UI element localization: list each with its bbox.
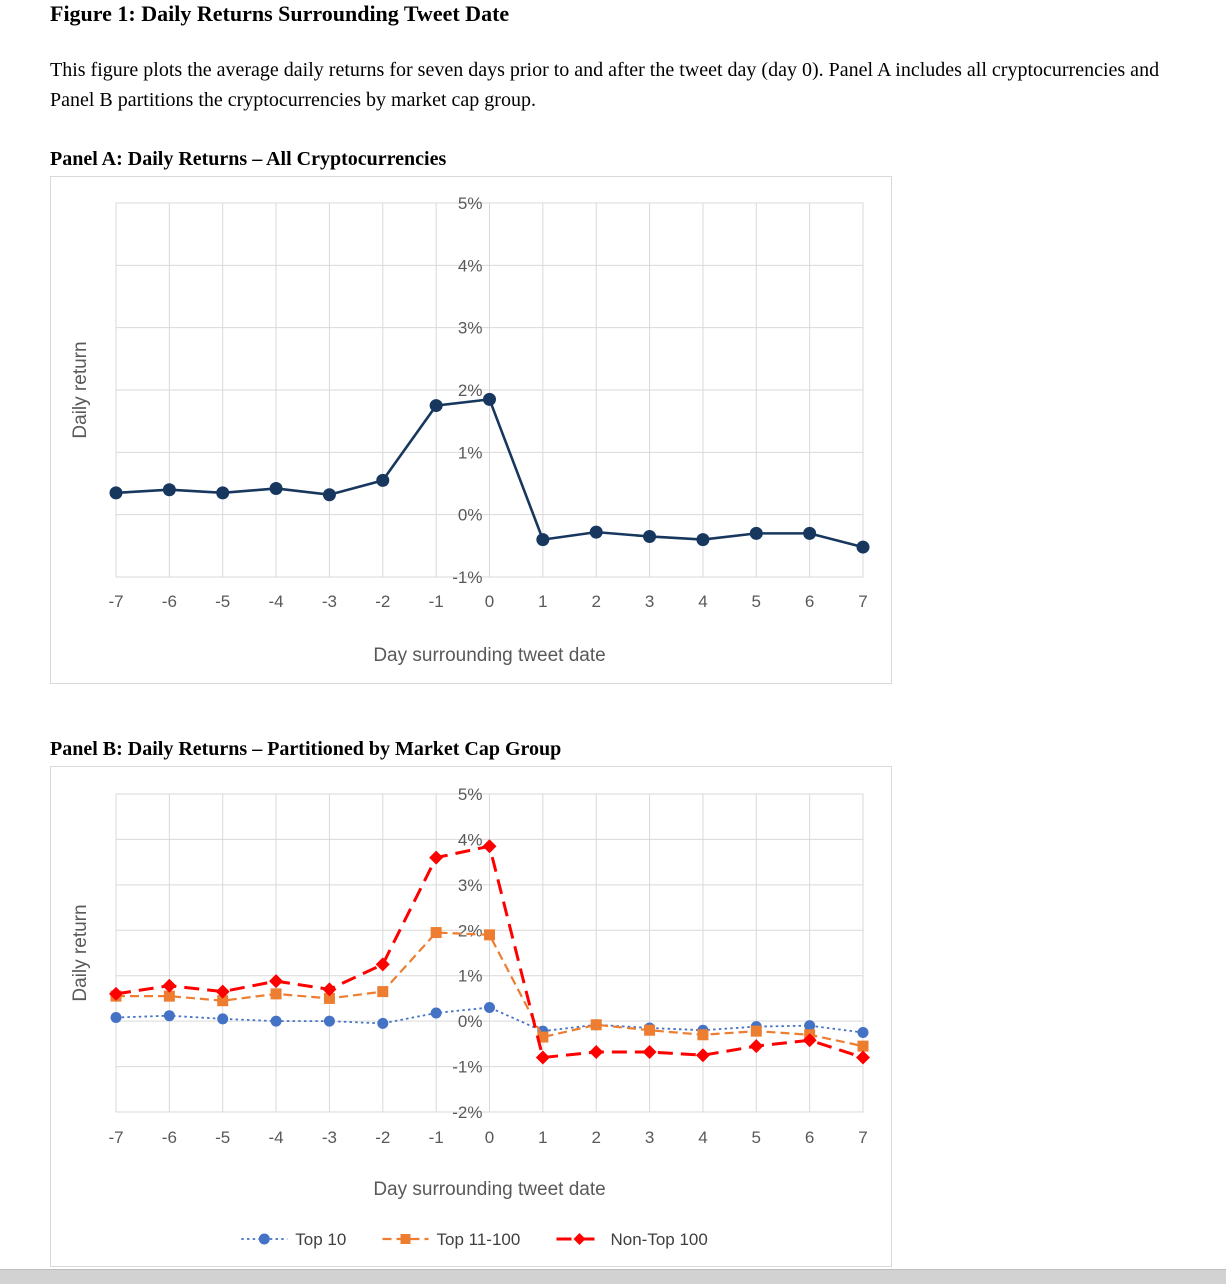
- y-axis-title: Daily return: [70, 904, 91, 1001]
- svg-text:5: 5: [752, 592, 761, 611]
- svg-text:-1%: -1%: [452, 568, 482, 587]
- svg-text:Non-Top 100: Non-Top 100: [611, 1230, 708, 1249]
- svg-text:0%: 0%: [458, 506, 483, 525]
- svg-text:2: 2: [591, 592, 600, 611]
- svg-text:-1%: -1%: [452, 1058, 482, 1077]
- svg-text:6: 6: [805, 1128, 814, 1147]
- figure-description: This figure plots the average daily retu…: [50, 59, 1160, 111]
- y-axis-title: Daily return: [70, 341, 91, 438]
- svg-text:4%: 4%: [458, 256, 483, 275]
- panel-a-heading: Panel A: Daily Returns – All Cryptocurre…: [50, 148, 447, 170]
- panel-b-chart: 5% 4% 3% 2% 1% 0% -1% -2% -7 -6 -5 -4 -3 -2 -1 0 1 2 3 4 5 6 7…: [50, 766, 892, 1267]
- svg-text:6: 6: [805, 592, 814, 611]
- svg-text:3: 3: [645, 1128, 654, 1147]
- svg-text:3: 3: [645, 592, 654, 611]
- svg-text:-5: -5: [215, 592, 230, 611]
- svg-text:-3: -3: [322, 1128, 337, 1147]
- figure-title: Figure 1: Daily Returns Surrounding Twee…: [50, 1, 510, 26]
- legend-item-top-11-100: Top 11-100: [382, 1230, 521, 1249]
- panel-b-heading: Panel B: Daily Returns – Partitioned by …: [50, 738, 562, 760]
- svg-text:7: 7: [858, 1128, 867, 1147]
- svg-text:2%: 2%: [458, 381, 483, 400]
- svg-text:-4: -4: [269, 592, 284, 611]
- svg-text:-1: -1: [429, 1128, 444, 1147]
- svg-text:Top 11-100: Top 11-100: [437, 1230, 521, 1249]
- svg-text:-5: -5: [215, 1128, 230, 1147]
- svg-text:1: 1: [538, 592, 547, 611]
- panel-a-chart: 5% 4% 3% 2% 1% 0% -1% -7 -6 -5 -4 -3 -2 -1 0 1 2 3 4 5 6 7 Day…: [50, 176, 892, 684]
- x-axis-title: Day surrounding tweet date: [373, 1179, 605, 1200]
- svg-text:Top 10: Top 10: [295, 1230, 346, 1249]
- series-non-top-100: [109, 839, 870, 1065]
- svg-text:-6: -6: [162, 1128, 177, 1147]
- svg-text:-2: -2: [375, 1128, 390, 1147]
- svg-text:-7: -7: [108, 592, 123, 611]
- x-tick-labels: -7 -6 -5 -4 -3 -2 -1 0 1 2 3 4 5 6 7: [108, 1128, 867, 1147]
- svg-text:4%: 4%: [458, 830, 483, 849]
- legend-item-non-top-100: Non-Top 100: [556, 1230, 708, 1249]
- panel-b-chart-svg: 5% 4% 3% 2% 1% 0% -1% -2% -7 -6 -5 -4 -3 -2 -1 0 1 2 3 4 5 6 7…: [70, 785, 870, 1249]
- svg-text:-2%: -2%: [452, 1103, 482, 1122]
- svg-text:-1: -1: [429, 592, 444, 611]
- svg-text:7: 7: [858, 592, 867, 611]
- x-axis-title: Day surrounding tweet date: [373, 645, 605, 666]
- x-tick-labels: -7 -6 -5 -4 -3 -2 -1 0 1 2 3 4 5 6 7: [108, 592, 867, 611]
- svg-text:5%: 5%: [458, 194, 483, 213]
- legend: Top 10 Top 11-100 Non-Top 100: [241, 1230, 708, 1249]
- svg-text:3%: 3%: [458, 319, 483, 338]
- page-break-strip: [0, 1269, 1226, 1284]
- svg-text:5: 5: [752, 1128, 761, 1147]
- panel-a-chart-svg: 5% 4% 3% 2% 1% 0% -1% -7 -6 -5 -4 -3 -2 -1 0 1 2 3 4 5 6 7 Day…: [70, 194, 870, 666]
- svg-text:1: 1: [538, 1128, 547, 1147]
- series-top-11-100: [110, 927, 869, 1052]
- svg-text:-2: -2: [375, 592, 390, 611]
- svg-text:1%: 1%: [458, 967, 483, 986]
- svg-text:-4: -4: [269, 1128, 284, 1147]
- svg-text:4: 4: [698, 1128, 707, 1147]
- svg-text:-6: -6: [162, 592, 177, 611]
- svg-text:0%: 0%: [458, 1012, 483, 1031]
- plot-border: [115, 202, 864, 578]
- svg-text:1%: 1%: [458, 443, 483, 462]
- y-tick-labels: 5% 4% 3% 2% 1% 0% -1% -2%: [452, 785, 482, 1122]
- svg-text:2: 2: [591, 1128, 600, 1147]
- svg-text:2%: 2%: [458, 921, 483, 940]
- svg-text:3%: 3%: [458, 876, 483, 895]
- gridlines: [115, 202, 864, 578]
- svg-text:4: 4: [698, 592, 707, 611]
- svg-text:-7: -7: [108, 1128, 123, 1147]
- y-tick-labels: 5% 4% 3% 2% 1% 0% -1%: [452, 194, 482, 587]
- svg-text:0: 0: [485, 1128, 494, 1147]
- svg-text:-3: -3: [322, 592, 337, 611]
- svg-text:0: 0: [485, 592, 494, 611]
- plot-border: [115, 793, 864, 1113]
- legend-item-top-10: Top 10: [241, 1230, 346, 1249]
- series-all-cryptocurrencies: [109, 392, 870, 554]
- svg-text:5%: 5%: [458, 785, 483, 804]
